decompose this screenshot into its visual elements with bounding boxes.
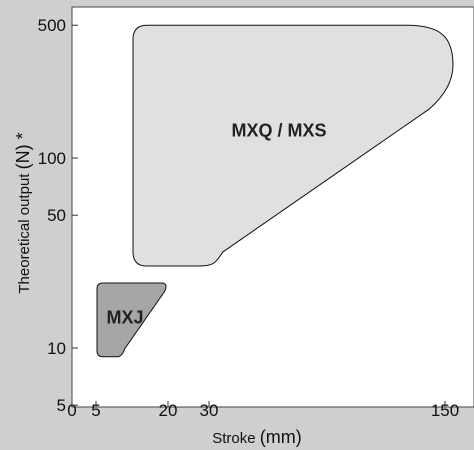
x-tick-label-30: 30 <box>200 401 219 420</box>
x-axis-title-main: Stroke <box>212 430 260 447</box>
y-tick-label-10: 10 <box>47 339 66 358</box>
y-tick-label-100: 100 <box>38 149 66 168</box>
x-tick-label-0: 0 <box>67 401 76 420</box>
y-axis-title: Theoretical output (N) * <box>13 132 33 293</box>
region-mxq-mxs <box>132 24 454 267</box>
x-tick-label-20: 20 <box>159 401 178 420</box>
y-axis-title-mark: * <box>13 132 33 144</box>
x-axis-title: Stroke (mm) <box>212 427 302 447</box>
y-tick-label-5: 5 <box>57 396 66 415</box>
regions-layer: MXQ / MXS MXJ <box>96 24 454 358</box>
ticks-layer: 0 5 20 30 150 5 10 50 100 500 <box>38 16 460 420</box>
y-tick-label-50: 50 <box>47 206 66 225</box>
region-label-mxj: MXJ <box>106 307 143 327</box>
x-tick-label-5: 5 <box>91 401 100 420</box>
y-axis-title-unit: (N) <box>13 144 33 169</box>
y-axis-title-main: Theoretical output <box>16 169 33 293</box>
x-axis-title-unit: (mm) <box>260 427 302 447</box>
region-mxj <box>96 282 167 358</box>
y-tick-label-500: 500 <box>38 16 66 35</box>
region-label-mxq-mxs: MXQ / MXS <box>231 120 326 140</box>
x-tick-label-150: 150 <box>431 401 459 420</box>
